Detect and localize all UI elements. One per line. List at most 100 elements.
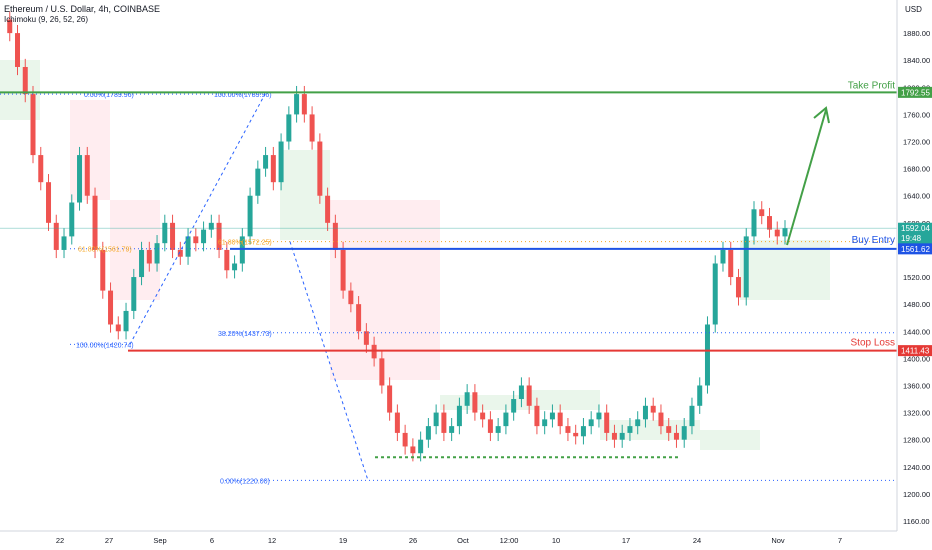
stop-loss-price-tag-bg bbox=[898, 345, 932, 357]
fib-label: 61.80%(1572.25) bbox=[218, 240, 272, 247]
candle-body bbox=[464, 392, 470, 406]
candle-body bbox=[193, 236, 199, 244]
candle-body bbox=[22, 66, 28, 95]
candle-body bbox=[348, 290, 354, 305]
candle-body bbox=[433, 412, 439, 427]
y-tick-label: 1440.00 bbox=[903, 327, 930, 336]
candle-body bbox=[526, 385, 532, 406]
target-arrow bbox=[786, 109, 827, 246]
take-profit-price-tag: 1792.55 bbox=[898, 86, 932, 98]
buy-entry-price-tag-bg bbox=[898, 243, 932, 255]
candle-body bbox=[139, 249, 145, 278]
y-tick-label: 1400.00 bbox=[903, 354, 930, 363]
y-tick-label: 1840.00 bbox=[903, 56, 930, 65]
candle-body bbox=[441, 412, 447, 433]
candle-body bbox=[224, 249, 230, 271]
candle-body bbox=[154, 243, 160, 264]
candle-body bbox=[131, 277, 137, 311]
time-axis: 22 27 Sep 6 12 19 26 Oct 12:00 10 17 24 Nov 7 bbox=[0, 530, 897, 545]
target-arrowhead bbox=[813, 106, 830, 124]
candle-body bbox=[735, 277, 741, 298]
candle-body bbox=[286, 114, 292, 142]
take-profit-label: Take Profit bbox=[848, 80, 895, 91]
x-tick-label: 10 bbox=[552, 536, 560, 545]
y-tick-label: 1240.00 bbox=[903, 463, 930, 472]
candle-body bbox=[356, 304, 362, 332]
x-tick-label: 22 bbox=[56, 536, 64, 545]
candle-body bbox=[61, 236, 67, 250]
candle-body bbox=[38, 155, 44, 183]
take-profit-price-tag-bg bbox=[898, 86, 932, 98]
candle-body bbox=[480, 412, 486, 420]
candle-body bbox=[666, 426, 672, 433]
x-tick-label: 12:00 bbox=[500, 536, 519, 545]
y-tick-label: 1160.00 bbox=[903, 517, 930, 526]
cloud-band bbox=[330, 200, 440, 380]
candle-body bbox=[15, 33, 21, 67]
stop-loss-label: Stop Loss bbox=[851, 338, 895, 349]
cloud-band bbox=[520, 390, 600, 410]
indicator-label[interactable]: Ichimoku (9, 26, 52, 26) bbox=[4, 15, 89, 24]
candle-body bbox=[549, 412, 555, 420]
candle-body bbox=[162, 222, 168, 244]
candles bbox=[7, 11, 788, 462]
candle-body bbox=[77, 155, 83, 203]
currency-label: USD bbox=[905, 5, 922, 14]
stop-loss-price-tag-text: 1411.43 bbox=[901, 347, 930, 356]
candle-body bbox=[232, 263, 238, 271]
candle-body bbox=[84, 155, 90, 196]
y-tick-label: 1320.00 bbox=[903, 409, 930, 418]
y-tick-label: 1200.00 bbox=[903, 490, 930, 499]
cloud-band bbox=[440, 395, 520, 410]
y-tick-label: 1360.00 bbox=[903, 381, 930, 390]
candle-body bbox=[53, 222, 59, 250]
symbol-title[interactable]: Ethereum / U.S. Dollar, 4h, COINBASE bbox=[4, 4, 161, 14]
candle-body bbox=[487, 419, 493, 433]
candle-body bbox=[759, 209, 765, 217]
candle-body bbox=[619, 432, 625, 440]
candle-body bbox=[611, 432, 617, 440]
candle-body bbox=[697, 385, 703, 406]
candle-body bbox=[30, 94, 36, 156]
x-tick-label: 26 bbox=[409, 536, 417, 545]
x-tick-label: 24 bbox=[693, 536, 701, 545]
candle-body bbox=[278, 141, 284, 183]
fib-label: 100.00%(1789.96) bbox=[214, 92, 272, 99]
take-profit-price-tag-text: 1792.55 bbox=[901, 88, 930, 97]
buy-entry-price-tag-text: 1561.62 bbox=[901, 245, 930, 254]
cloud-band bbox=[70, 100, 110, 200]
candle-body bbox=[7, 19, 13, 34]
candle-body bbox=[588, 419, 594, 427]
candle-body bbox=[123, 310, 129, 332]
y-tick-label: 1280.00 bbox=[903, 436, 930, 445]
fib-label: 61.80%(1561.79) bbox=[78, 247, 132, 254]
current-price-tag-bg bbox=[898, 222, 932, 245]
candle-body bbox=[309, 114, 315, 142]
candle-body bbox=[704, 324, 710, 386]
candle-body bbox=[301, 94, 307, 115]
candle-body bbox=[108, 290, 114, 325]
candle-body bbox=[216, 222, 222, 250]
candle-body bbox=[689, 405, 695, 427]
candle-body bbox=[495, 426, 501, 433]
candle-body bbox=[185, 236, 191, 257]
y-tick-label: 1480.00 bbox=[903, 300, 930, 309]
candle-body bbox=[534, 405, 540, 427]
current-price-tag-text: 19:48 bbox=[901, 234, 922, 243]
candle-body bbox=[363, 331, 369, 345]
candle-body bbox=[580, 426, 586, 437]
stop-loss-price-tag: 1411.43 bbox=[898, 345, 932, 357]
candle-body bbox=[596, 412, 602, 420]
fibonacci-levels: 0.00%(1789.96) 100.00%(1789.96) 61.80%(156… bbox=[0, 92, 897, 485]
candle-body bbox=[472, 392, 478, 413]
candle-body bbox=[340, 249, 346, 291]
candle-body bbox=[294, 94, 300, 115]
buy-entry-price-tag: 1561.62 bbox=[898, 243, 932, 255]
candle-body bbox=[92, 195, 98, 250]
y-tick-label: 1720.00 bbox=[903, 138, 930, 147]
candle-body bbox=[317, 141, 323, 196]
candle-body bbox=[503, 412, 509, 427]
candle-body bbox=[69, 202, 75, 237]
